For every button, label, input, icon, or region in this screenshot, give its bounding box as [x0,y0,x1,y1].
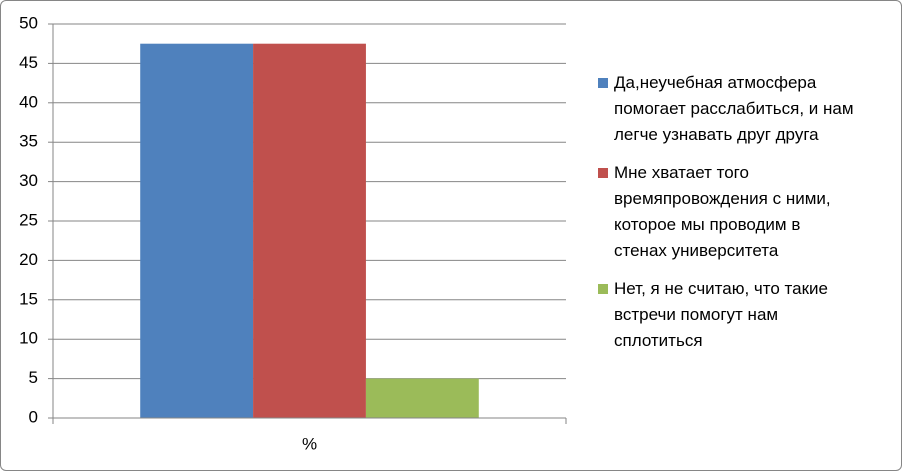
x-tick-label: % [302,434,317,453]
legend-swatch [598,168,608,178]
legend-swatch [598,284,608,294]
y-tick-label: 35 [19,132,38,151]
legend-entry: Мне хватает того времяпровождения с ними… [596,160,856,264]
y-tick-label: 20 [19,250,38,269]
legend-entry: Да,неучебная атмосфера помогает расслаби… [596,70,856,148]
bar [253,43,366,418]
y-tick-label: 5 [29,368,38,387]
legend-label: Нет, я не считаю, что такие встречи помо… [614,279,828,350]
bar [365,378,479,418]
y-tick-label: 15 [19,289,38,308]
legend-label: Да,неучебная атмосфера помогает расслаби… [614,73,854,144]
legend-label: Мне хватает того времяпровождения с ними… [614,163,831,260]
legend-swatch [598,78,608,88]
legend: Да,неучебная атмосфера помогает расслаби… [596,70,856,354]
y-tick-label: 50 [19,13,38,32]
y-tick-label: 0 [29,407,38,426]
y-tick-label: 40 [19,92,38,111]
y-tick-label: 30 [19,171,38,190]
bar [140,43,254,418]
y-tick-label: 25 [19,210,38,229]
legend-entry: Нет, я не считаю, что такие встречи помо… [596,276,856,354]
y-tick-label: 10 [19,329,38,348]
y-tick-label: 45 [19,53,38,72]
